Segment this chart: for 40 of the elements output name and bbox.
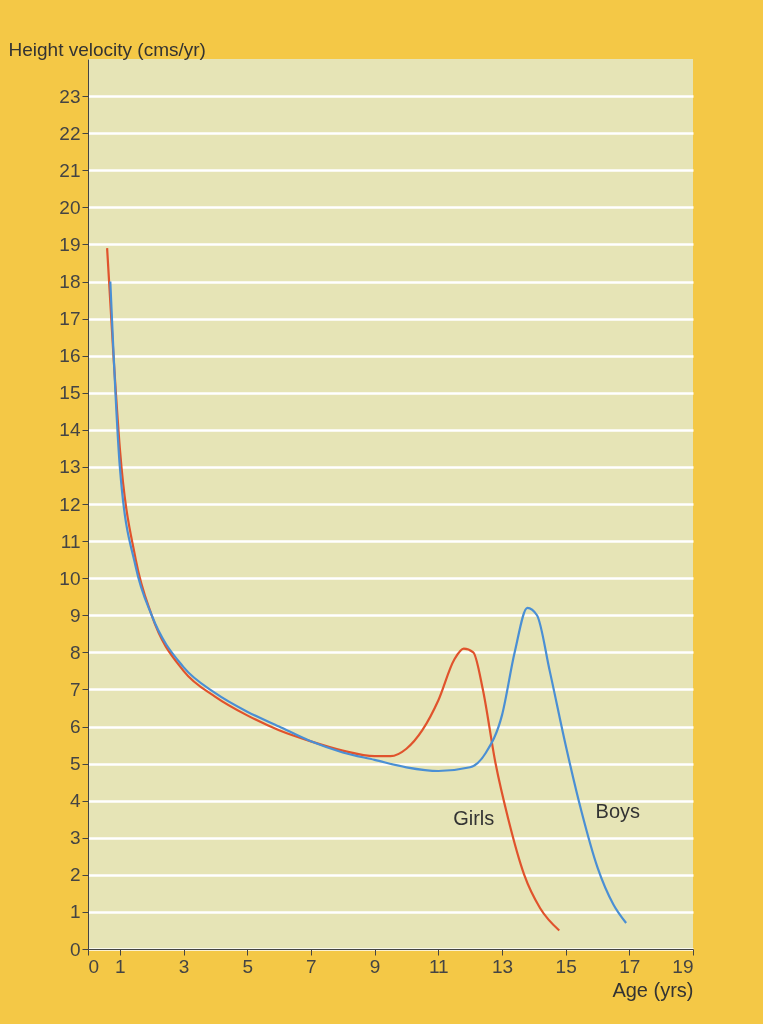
x-tick-label: 0 xyxy=(88,955,100,977)
y-tick-label: 6 xyxy=(69,716,81,737)
line-series xyxy=(106,247,561,932)
x-tick-label: 17 xyxy=(619,955,641,977)
y-tick-label: 0 xyxy=(69,938,81,960)
y-tick-label: 19 xyxy=(59,233,81,255)
series-label: Boys xyxy=(595,799,641,822)
y-tick-label: 23 xyxy=(59,85,81,107)
y-tick-label: 15 xyxy=(59,382,81,404)
y-tick-label: 21 xyxy=(59,159,81,181)
x-tick-label: 1 xyxy=(115,955,126,977)
y-axis-title: Height velocity (cms/yr) xyxy=(8,38,206,60)
y-tick-label: 3 xyxy=(69,827,81,849)
y-tick-label: 8 xyxy=(69,641,81,663)
y-tick-label: 9 xyxy=(69,604,81,626)
x-tick-label: 7 xyxy=(306,955,317,977)
x-tick-label: 19 xyxy=(672,955,694,977)
y-tick-label: 12 xyxy=(59,493,81,515)
y-tick-label: 16 xyxy=(59,345,81,367)
y-tick-label: 17 xyxy=(59,308,81,330)
y-tick-label: 20 xyxy=(59,196,81,218)
y-tick-label: 7 xyxy=(69,678,81,700)
y-tick-label: 4 xyxy=(69,790,81,812)
y-tick-label: 11 xyxy=(60,530,81,552)
x-tick-label: 13 xyxy=(491,955,514,977)
y-tick-label: 5 xyxy=(69,753,81,775)
x-tick-label: 9 xyxy=(369,955,381,977)
x-tick-label: 11 xyxy=(428,955,449,977)
y-tick-label: 1 xyxy=(69,901,81,923)
y-tick-label: 13 xyxy=(59,456,81,478)
y-tick-label: 18 xyxy=(59,271,81,292)
x-tick-label: 15 xyxy=(555,955,577,977)
x-tick-label: 5 xyxy=(242,955,253,977)
x-axis-title: Age (yrs) xyxy=(612,978,694,1001)
y-tick-label: 2 xyxy=(69,864,81,886)
y-tick-label: 14 xyxy=(59,419,81,441)
series-label: Girls xyxy=(453,807,495,830)
y-tick-label: 10 xyxy=(59,567,81,589)
x-tick-label: 3 xyxy=(178,955,190,977)
y-tick-label: 22 xyxy=(59,122,81,144)
